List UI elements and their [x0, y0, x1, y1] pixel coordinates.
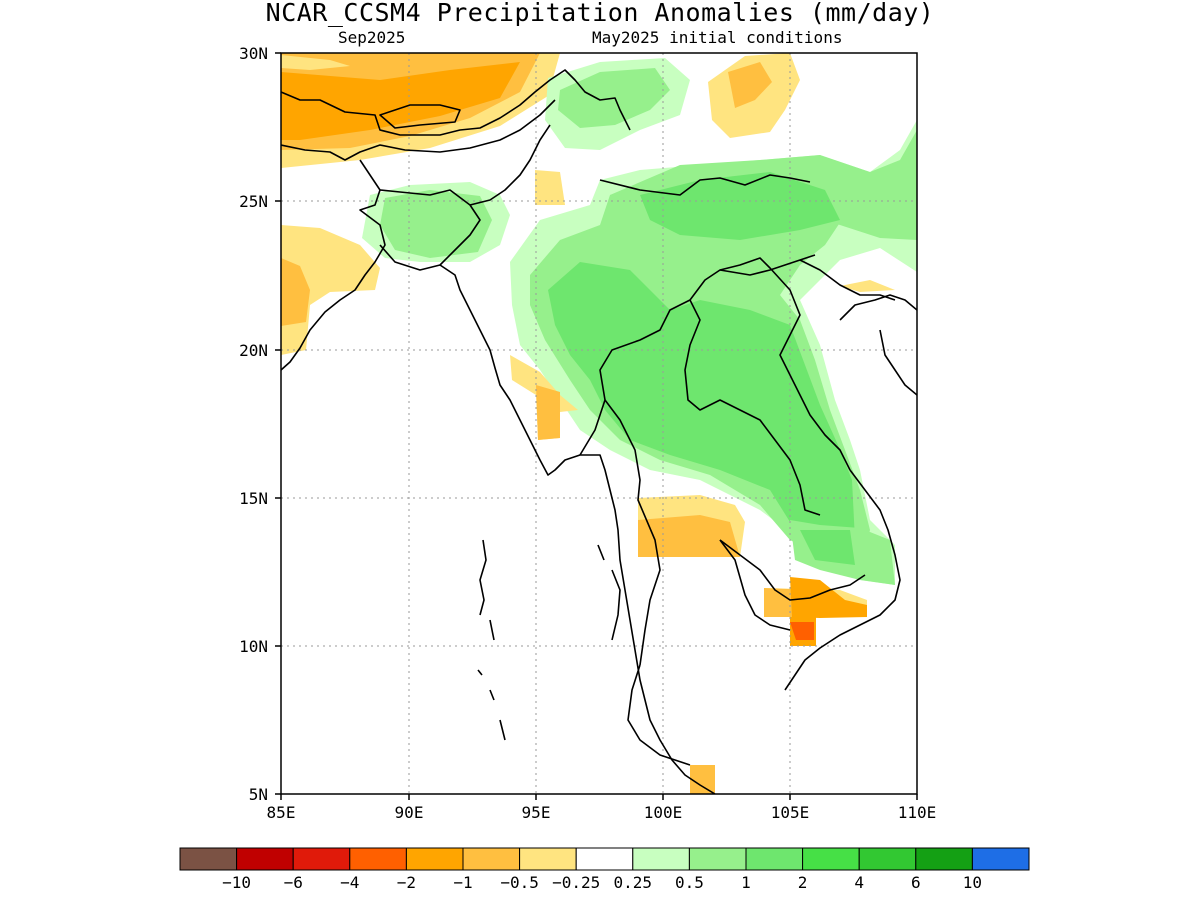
neg-anomaly-north-china-core: [728, 62, 772, 108]
lon-label-90e: 90E: [395, 803, 424, 822]
colorbar-label-6: −0.25: [552, 873, 600, 892]
colorbar-box-5: [462, 847, 521, 871]
colorbar-label-7: 0.25: [614, 873, 653, 892]
lon-label-105e: 105E: [771, 803, 810, 822]
neg-anomaly-bihar: [281, 55, 350, 70]
colorbar-box-0: [179, 847, 238, 871]
colorbar-box-7: [575, 847, 634, 871]
map-title: NCAR_CCSM4 Precipitation Anomalies (mm/d…: [265, 0, 935, 27]
neg-anomaly-yangon-core: [536, 385, 560, 440]
colorbar-box-2: [292, 847, 351, 871]
lat-label-20n: 20N: [239, 341, 268, 360]
valid-month-label: Sep2025: [338, 28, 406, 47]
colorbar-label-0: −10: [222, 873, 251, 892]
pos-anomaly-guangxi: [640, 172, 840, 240]
lat-label-10n: 10N: [239, 637, 268, 656]
lat-label-15n: 15N: [239, 489, 268, 508]
colorbar-box-14: [971, 847, 1030, 871]
neg-anomaly-mekong-core: [790, 622, 814, 640]
colorbar-box-1: [236, 847, 294, 871]
colorbar-box-4: [405, 847, 464, 871]
colorbar-label-8: 0.5: [675, 873, 704, 892]
anomaly-field: [281, 53, 917, 794]
plot-frame: [280, 52, 918, 795]
colorbar-box-9: [688, 847, 747, 871]
lon-label-95e: 95E: [522, 803, 551, 822]
neg-anomaly-odisha: [281, 225, 380, 355]
colorbar-label-9: 1: [741, 873, 751, 892]
colorbar-label-13: 10: [963, 873, 982, 892]
neg-anomaly-nepal: [281, 62, 520, 140]
pos-anomaly-bangladesh-core: [380, 190, 492, 258]
colorbar-box-3: [349, 847, 407, 871]
lon-label-100e: 100E: [644, 803, 683, 822]
pos-anomaly-indochina-core: [548, 262, 855, 550]
colorbar-box-8: [632, 847, 690, 871]
lat-label-30n: 30N: [239, 44, 268, 63]
colorbar-label-10: 2: [798, 873, 808, 892]
neg-anomaly-south-vietnam: [790, 577, 867, 618]
neg-anomaly-malaysia: [690, 765, 715, 794]
neg-anomaly-chin: [535, 170, 565, 205]
graticule: [281, 53, 917, 794]
colorbar-label-12: 6: [911, 873, 921, 892]
lon-label-110e: 110E: [898, 803, 937, 822]
lat-label-5n: 5N: [249, 785, 268, 804]
colorbar-label-11: 4: [854, 873, 864, 892]
initial-conditions-label: May2025 initial conditions: [592, 28, 843, 47]
colorbar-label-1: −6: [284, 873, 303, 892]
colorbar-label-2: −4: [340, 873, 359, 892]
colorbar-box-11: [802, 847, 860, 871]
colorbar-box-12: [858, 847, 917, 871]
neg-anomaly-odisha-core: [281, 258, 310, 326]
lat-label-25n: 25N: [239, 192, 268, 211]
colorbar-box-6: [519, 847, 577, 871]
colorbar-box-13: [915, 847, 973, 871]
tick-marks: [275, 52, 918, 800]
colorbar-label-5: −0.5: [500, 873, 539, 892]
colorbar-box-10: [745, 847, 804, 871]
colorbar-label-3: −2: [397, 873, 416, 892]
coastlines: [281, 69, 917, 794]
colorbar-label-4: −1: [453, 873, 472, 892]
pos-anomaly-central-vietnam-core: [800, 530, 855, 565]
colorbar: −10 −6 −4 −2 −1 −0.5 −0.25 0.25 0.5 1 2 4 6 10: [179, 847, 1030, 892]
lon-label-85e: 85E: [267, 803, 296, 822]
neg-anomaly-hainan: [840, 280, 895, 292]
